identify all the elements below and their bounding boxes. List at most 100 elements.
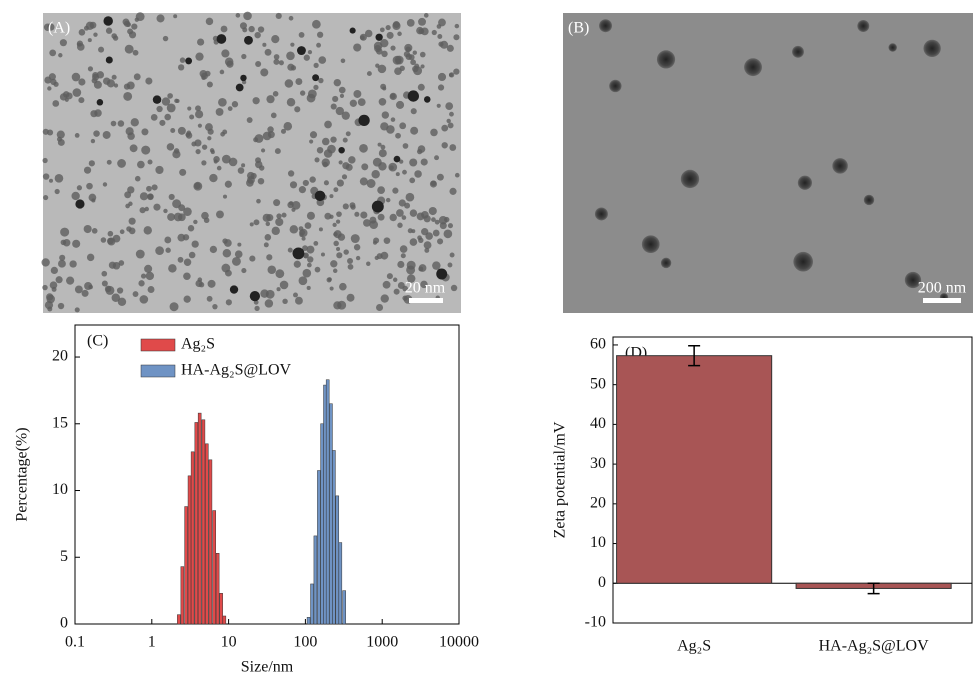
particle [156, 105, 163, 113]
particle [59, 39, 67, 47]
particle [147, 286, 155, 293]
particle [424, 247, 430, 253]
panel-label: (C) [87, 333, 108, 350]
particle [175, 98, 180, 103]
particle [341, 174, 348, 180]
particle [98, 46, 105, 53]
particle [145, 77, 153, 85]
legend-swatch [140, 338, 176, 352]
particle [92, 71, 99, 79]
particle [292, 247, 305, 260]
particle [381, 50, 388, 58]
particle [249, 222, 254, 227]
particle [295, 78, 303, 86]
particle [126, 22, 131, 27]
y-tick-label: 10 [52, 481, 68, 498]
particle [43, 195, 49, 201]
particle [254, 134, 264, 143]
particle [201, 211, 209, 220]
particle [377, 213, 385, 221]
particle [246, 171, 255, 180]
particle [302, 179, 309, 187]
particle [306, 262, 312, 268]
particle [324, 120, 332, 129]
particle [264, 299, 274, 308]
particle [336, 211, 342, 218]
particle [107, 237, 116, 246]
particle [191, 240, 199, 248]
particle [215, 107, 224, 116]
x-tick-label: 100 [293, 634, 317, 651]
particle [133, 73, 141, 81]
particle [127, 186, 135, 194]
particle [206, 295, 213, 302]
particle [88, 160, 95, 167]
particle [335, 106, 344, 116]
particle [141, 128, 149, 136]
particle [58, 53, 63, 58]
particle [340, 58, 346, 64]
particle [287, 247, 293, 253]
particle [129, 144, 138, 153]
particle [105, 56, 113, 64]
particle [265, 221, 271, 227]
plot-frame [74, 324, 460, 625]
particle [42, 173, 50, 180]
error-bar [867, 582, 880, 595]
particle [338, 86, 346, 94]
particle [60, 239, 67, 246]
particle [276, 213, 282, 219]
particle [206, 81, 213, 88]
histogram-bar [177, 614, 181, 625]
particle [117, 120, 125, 127]
particle [41, 258, 50, 267]
particle [449, 252, 455, 258]
particle [282, 298, 288, 305]
particle [355, 255, 361, 261]
particle [449, 111, 454, 117]
particle [273, 199, 281, 207]
particle [72, 239, 81, 248]
particle [446, 118, 451, 124]
particle [159, 119, 166, 126]
particle [410, 108, 417, 115]
particle [349, 27, 356, 34]
particle [260, 148, 266, 153]
particle [397, 260, 405, 269]
particle [303, 54, 310, 61]
particle [218, 97, 227, 107]
particle [376, 304, 384, 312]
particle [346, 293, 355, 302]
particle [246, 179, 254, 187]
particle [179, 57, 186, 63]
particle [347, 258, 354, 265]
particle [259, 165, 265, 171]
particle [307, 89, 317, 99]
particle [306, 285, 311, 290]
particle [448, 72, 455, 78]
particle [249, 255, 256, 262]
particle [396, 209, 404, 217]
particle [266, 254, 273, 261]
particle [287, 170, 295, 177]
particle [235, 83, 244, 92]
particle [128, 217, 136, 225]
particle [303, 252, 309, 259]
particle [144, 264, 153, 273]
particle [923, 39, 941, 58]
particle [86, 253, 95, 262]
particle [252, 97, 260, 105]
y-axis-label: Zeta potential/mV [552, 421, 569, 538]
particle [146, 185, 152, 192]
y-axis-label: Percentage(%) [14, 427, 31, 521]
particle [437, 238, 444, 245]
particle [54, 173, 64, 183]
particle [321, 137, 330, 146]
particle [135, 249, 145, 259]
particle [134, 17, 139, 22]
histogram-bar [310, 583, 314, 625]
particle [412, 65, 419, 73]
particle [275, 12, 282, 20]
particle [337, 300, 347, 310]
particle [434, 219, 440, 225]
